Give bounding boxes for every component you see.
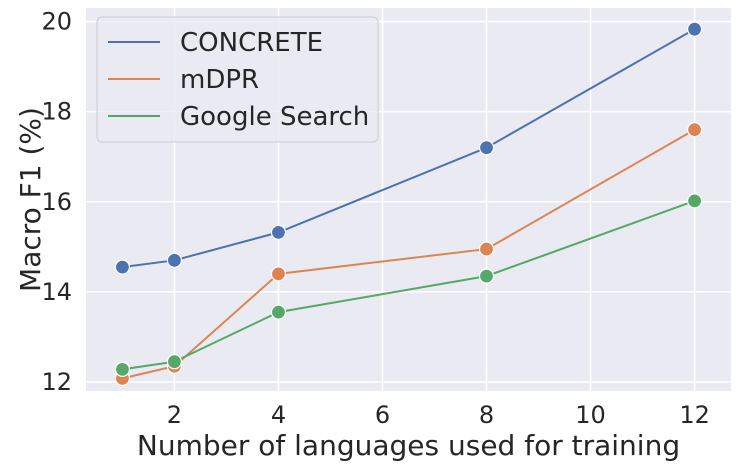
data-point-google-search <box>270 304 287 320</box>
x-tick-label: 6 <box>375 401 390 429</box>
series-concrete <box>114 21 703 275</box>
legend: CONCRETE mDPR Google Search <box>96 16 379 143</box>
data-point-google-search <box>166 354 183 370</box>
x-tick-labels: 2 4 6 8 10 12 <box>167 401 710 429</box>
series-google-search <box>114 193 703 377</box>
data-point-concrete <box>166 252 183 268</box>
data-point-concrete <box>686 21 703 37</box>
y-axis-label: Macro F1 (%) <box>14 107 47 292</box>
data-point-mdpr <box>686 122 703 138</box>
x-tick-label: 4 <box>271 401 286 429</box>
data-point-concrete <box>114 259 131 275</box>
y-tick-label: 12 <box>41 368 72 396</box>
y-tick-label: 16 <box>41 188 72 216</box>
legend-label-mdpr: mDPR <box>180 65 259 95</box>
data-point-google-search <box>114 361 131 377</box>
series-mdpr <box>114 122 703 386</box>
grid-lines <box>86 8 731 391</box>
y-tick-label: 14 <box>41 278 72 306</box>
series-layer <box>114 21 703 386</box>
legend-label-google-search: Google Search <box>180 102 369 132</box>
x-tick-label: 8 <box>479 401 494 429</box>
data-point-concrete <box>270 224 287 240</box>
legend-label-concrete: CONCRETE <box>180 28 323 58</box>
data-point-mdpr <box>478 241 495 257</box>
x-tick-label: 12 <box>679 401 710 429</box>
y-tick-label: 18 <box>41 98 72 126</box>
data-point-google-search <box>478 268 495 284</box>
y-tick-labels: 12 14 16 18 20 <box>41 8 72 396</box>
x-tick-label: 2 <box>167 401 182 429</box>
data-point-mdpr <box>270 266 287 282</box>
data-point-concrete <box>478 140 495 156</box>
data-point-google-search <box>686 193 703 209</box>
x-axis-label: Number of languages used for training <box>137 429 680 462</box>
y-tick-label: 20 <box>41 8 72 36</box>
x-tick-label: 10 <box>575 401 606 429</box>
legend-box <box>96 16 379 143</box>
